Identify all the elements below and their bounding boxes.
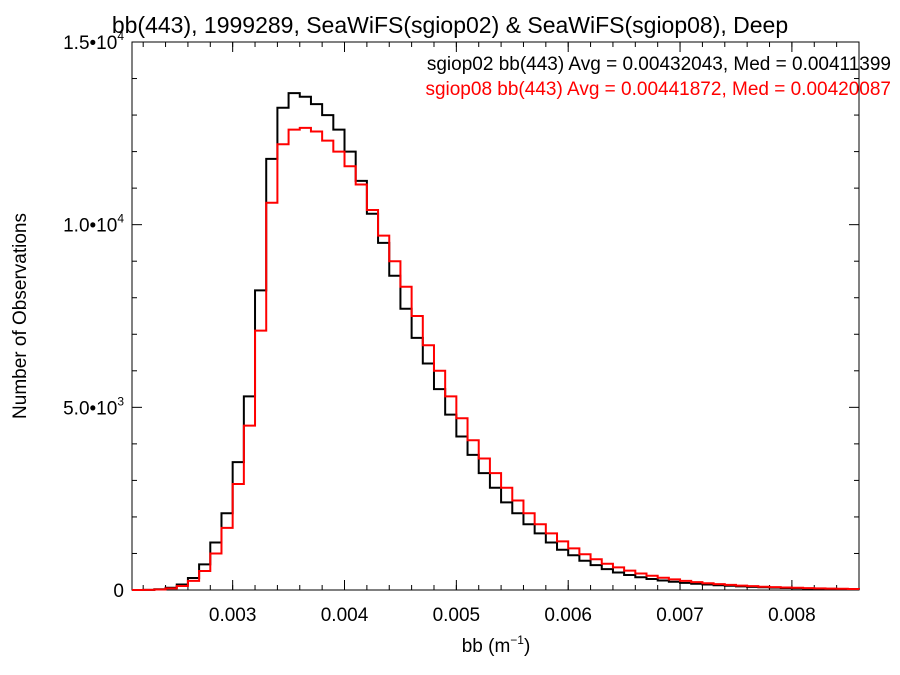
series-line-1 <box>132 126 860 591</box>
y-tick-exponent-2: 4 <box>117 212 124 226</box>
x-tick-label-4: 0.007 <box>656 605 704 626</box>
y-tick-exponent-3: 4 <box>117 29 124 43</box>
x-tick-label-1: 0.004 <box>321 605 369 626</box>
series-group <box>132 92 860 591</box>
chart-title: bb(443), 1999289, SeaWiFS(sgiop02) & Sea… <box>112 12 788 38</box>
plot-frame <box>131 41 860 591</box>
y-tick-exponent-1: 3 <box>117 394 124 408</box>
x-axis-label-sup: −1 <box>510 633 524 647</box>
x-axis-label-text: bb (m <box>462 636 511 657</box>
y-tick-mantissa-0: 0 <box>113 581 124 602</box>
x-tick-label-2: 0.005 <box>433 605 481 626</box>
legend: sgiop02 bb(443) Avg = 0.00432043, Med = … <box>425 54 891 100</box>
y-tick-mantissa-3: 1.5•10 <box>63 33 117 54</box>
x-axis-label: bb (m−1) <box>462 633 531 657</box>
x-axis-label-close: ) <box>524 636 530 657</box>
legend-entry-1: sgiop08 bb(443) Avg = 0.00441872, Med = … <box>425 79 891 100</box>
x-tick-label-0: 0.003 <box>209 605 257 626</box>
y-tick-label-0: 0 <box>113 581 124 602</box>
legend-entry-0: sgiop02 bb(443) Avg = 0.00432043, Med = … <box>427 54 891 75</box>
series-line-0 <box>132 92 860 591</box>
x-tick-label-3: 0.006 <box>544 605 592 626</box>
x-tick-label-5: 0.008 <box>768 605 816 626</box>
y-tick-label-3: 1.5•104 <box>63 29 124 54</box>
y-tick-label-2: 1.0•104 <box>63 212 124 237</box>
y-tick-label-1: 5.0•103 <box>63 394 124 419</box>
y-axis-label: Number of Observations <box>10 213 31 419</box>
y-tick-mantissa-1: 5.0•10 <box>63 398 117 419</box>
y-tick-mantissa-2: 1.0•10 <box>63 216 117 237</box>
x-axis-ticks: 0.003 0.004 0.005 0.006 0.007 0.008 <box>142 42 860 626</box>
